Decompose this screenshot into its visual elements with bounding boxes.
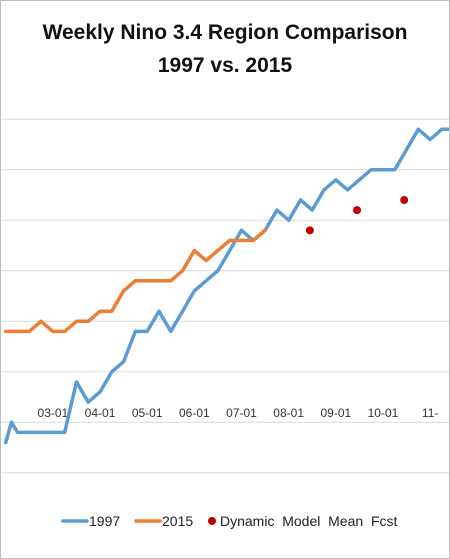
x-tick-label: 09-01 xyxy=(320,406,351,420)
x-tick-label: 04-01 xyxy=(85,406,116,420)
legend-label-2015: 2015 xyxy=(162,513,193,529)
chart-title: Weekly Nino 3.4 Region Comparison xyxy=(42,21,408,44)
x-tick-label: 10-01 xyxy=(368,406,399,420)
x-tick-label: 11- xyxy=(422,406,438,420)
chart-subtitle: 1997 vs. 2015 xyxy=(157,54,293,77)
series-2015-line xyxy=(3,228,267,334)
x-tick-label: 06-01 xyxy=(179,406,210,420)
forecast-point xyxy=(305,226,314,235)
legend-label-forecast: Dynamic Model Mean Fcst xyxy=(220,513,397,529)
legend-label-1997: 1997 xyxy=(89,513,120,529)
x-tick-label: 05-01 xyxy=(132,406,163,420)
legend-swatch-forecast xyxy=(208,517,216,525)
series-1997-line xyxy=(3,127,449,445)
x-tick-label: 08-01 xyxy=(273,406,304,420)
forecast-point xyxy=(353,206,362,215)
x-tick-label: 07-01 xyxy=(226,406,257,420)
x-tick-label: 03-01 xyxy=(38,406,69,420)
forecast-point xyxy=(400,196,409,205)
